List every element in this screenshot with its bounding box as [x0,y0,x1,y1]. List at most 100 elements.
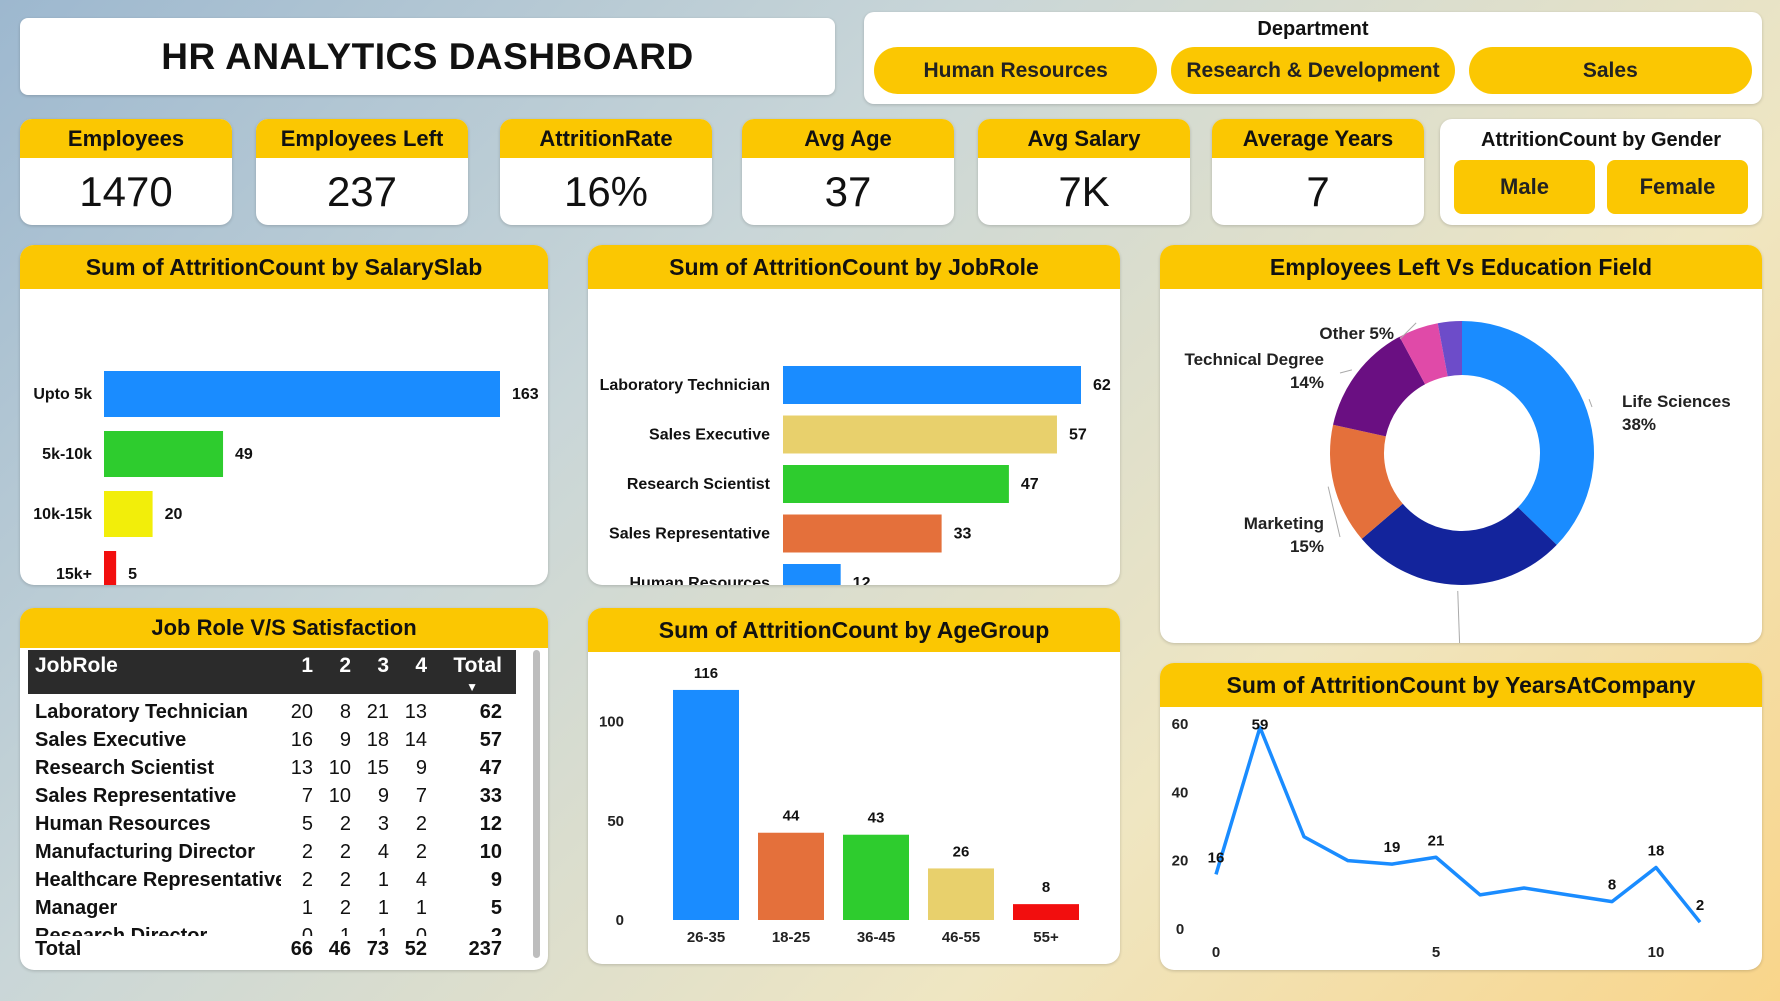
bar [104,371,500,417]
total-cell: 12 [479,812,502,835]
category-label: 10k-15k [33,506,92,523]
column-header-total[interactable]: Total ▼ [433,654,512,694]
satisfaction-cell: 18 [366,728,389,751]
sort-desc-icon: ▼ [466,680,478,694]
table-row[interactable]: Manager 1 2 1 1 5 [28,894,516,922]
donut-slice [1437,321,1462,377]
data-label: 49 [235,446,253,463]
table-row[interactable]: Sales Representative 7 10 9 7 33 [28,782,516,810]
satisfaction-cell: 9 [415,756,427,779]
table-scrollbar[interactable] [533,650,540,958]
satisfaction-cell: 1 [377,924,389,937]
bar [783,564,841,585]
bar [104,431,224,477]
column-header-3[interactable]: 3 [377,654,389,677]
kpi-value: 237 [326,167,398,215]
column-header-2[interactable]: 2 [339,654,351,677]
slice-label: Other 5% [1319,324,1394,343]
satisfaction-cell: 4 [377,840,389,863]
kpi-employees-left: Employees Left 237 [256,119,468,225]
salary-slab-chart-panel: Sum of AttritionCount by SalarySlab Upto… [20,245,548,585]
data-label: 116 [694,665,718,682]
satisfaction-cell: 10 [328,756,351,779]
satisfaction-cell: 10 [328,784,351,807]
leader-line [1457,590,1461,643]
satisfaction-table-panel: Job Role V/S Satisfaction JobRole 1 2 3 … [20,608,548,970]
kpi-value: 7 [1306,167,1330,215]
x-tick-label: 5 [1432,944,1440,961]
jobrole-cell: Sales Executive [35,728,187,751]
data-label: 8 [1608,877,1616,894]
leader-line [1327,486,1341,538]
category-label: 55+ [1033,929,1059,946]
total-cell: 9 [490,868,502,891]
total-cell: 10 [479,840,502,863]
jobrole-chart: Laboratory Technician 62 Sales Executive 57… [600,366,1111,585]
kpi-value: 1470 [79,167,173,215]
department-slicer: Department Human Resources Research & De… [864,12,1762,104]
data-label: 44 [783,808,800,825]
category-label: 26-35 [687,929,725,946]
jobrole-cell: Healthcare Representative [35,868,281,891]
x-tick-label: 0 [1212,944,1220,961]
data-label: 33 [954,526,972,543]
kpi-avg-salary: Avg Salary 7K [978,119,1190,225]
slice-percent: 38% [1622,415,1656,434]
donut-slice [1333,336,1426,437]
chart-title: Sum of AttritionCount by AgeGroup [588,608,1120,652]
total-cell: 73 [366,937,389,960]
kpi-attrition-rate: AttritionRate 16% [500,119,712,225]
table-row[interactable]: Human Resources 5 2 3 2 12 [28,810,516,838]
jobrole-chart-panel: Sum of AttritionCount by JobRole Laborat… [588,245,1120,585]
column-header-jobrole[interactable]: JobRole [35,654,118,677]
column-header-1[interactable]: 1 [301,654,313,677]
table-row[interactable]: Research Scientist 13 10 15 9 47 [28,754,516,782]
gender-slicer: AttritionCount by Gender Male Female [1440,119,1762,225]
satisfaction-cell: 3 [377,812,389,835]
satisfaction-cell: 1 [339,924,351,937]
table-row[interactable]: Manufacturing Director 2 2 4 2 10 [28,838,516,866]
department-sales-button[interactable]: Sales [1468,47,1752,94]
table-row[interactable]: Research Director 0 1 1 0 2 [28,922,516,937]
department-label: Department [1257,18,1369,40]
total-cell: 66 [290,937,313,960]
agegroup-chart: 0 50 100 116 26-35 44 18-25 43 36-45 26 46-55 8 55+ [599,665,1079,946]
y-tick-label: 20 [1172,853,1189,870]
kpi-value: 7K [1058,167,1110,215]
satisfaction-cell: 8 [339,700,351,723]
jobrole-cell: Manufacturing Director [35,840,256,863]
satisfaction-cell: 9 [377,784,389,807]
page-title: HR ANALYTICS DASHBOARD [161,35,694,77]
total-cell: 33 [479,784,502,807]
category-label: Research Scientist [627,476,771,493]
column-header-4[interactable]: 4 [415,654,427,677]
satisfaction-cell: 2 [301,840,313,863]
chart-title: Employees Left Vs Education Field [1160,245,1762,289]
total-cell: 5 [490,896,502,919]
total-cell: 57 [479,728,502,751]
chart-title: Sum of AttritionCount by SalarySlab [20,245,548,289]
department-research-development-button[interactable]: Research & Development [1171,47,1455,94]
department-human-resources-button[interactable]: Human Resources [874,47,1158,94]
data-label: 20 [165,506,183,523]
category-label: Sales Representative [609,526,770,543]
table-row[interactable]: Sales Executive 16 9 18 14 57 [28,726,516,754]
column-header-total-label: Total [453,654,502,677]
gender-female-button[interactable]: Female [1607,160,1748,214]
table-row[interactable]: Healthcare Representative 2 2 1 4 9 [28,866,516,894]
data-label: 57 [1069,427,1087,444]
table-row[interactable]: Laboratory Technician 20 8 21 13 62 [28,698,516,726]
kpi-value: 16% [563,167,649,215]
satisfaction-cell: 16 [290,728,313,751]
jobrole-cell: Sales Representative [35,784,237,807]
gender-male-button[interactable]: Male [1454,160,1595,214]
donut-slice [1361,503,1557,585]
jobrole-cell: Human Resources [35,812,211,835]
bar [783,366,1081,404]
bar [104,491,153,537]
data-label: 21 [1428,832,1445,849]
satisfaction-cell: 13 [404,700,427,723]
kpi-label: Employees [20,119,232,158]
category-label: 5k-10k [42,446,92,463]
bar [928,868,994,920]
